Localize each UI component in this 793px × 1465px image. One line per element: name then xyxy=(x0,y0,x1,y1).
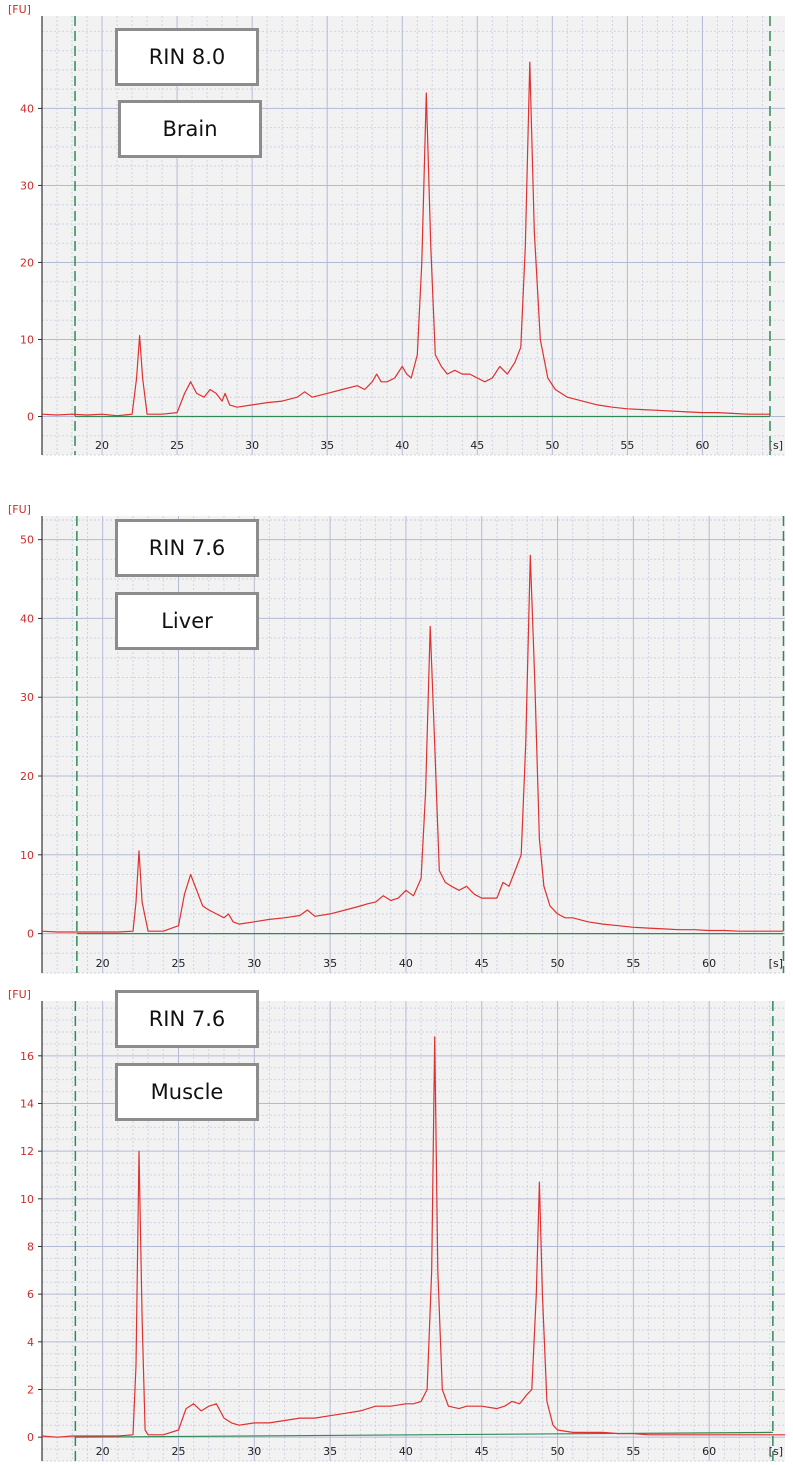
trace-line xyxy=(41,554,784,933)
x-tick-label: 25 xyxy=(170,439,184,452)
y-tick-label: 50 xyxy=(20,534,34,547)
tissue-label-box: Muscle xyxy=(115,1063,259,1121)
y-tick-label: 0 xyxy=(27,410,34,423)
x-tick-label: 60 xyxy=(702,957,716,970)
x-axis-label: [s] xyxy=(769,439,783,452)
y-tick-label: 14 xyxy=(20,1097,34,1110)
x-tick-label: 25 xyxy=(171,957,185,970)
x-tick-label: 50 xyxy=(545,439,559,452)
chart-panel-brain: 20 25 30 35 40 45 50 55 60 0 10 20 30 40 [FU] [s] RIN 8… xyxy=(0,0,793,456)
y-tick-label: 12 xyxy=(20,1145,34,1158)
x-tick-label: 30 xyxy=(245,439,259,452)
plot-area xyxy=(42,516,785,973)
y-tick-label: 4 xyxy=(27,1336,34,1349)
x-axis-label: [s] xyxy=(769,957,783,970)
x-tick-label: 40 xyxy=(399,957,413,970)
y-tick-label: 30 xyxy=(20,691,34,704)
x-tick-label: 30 xyxy=(247,957,261,970)
trace-line xyxy=(41,61,770,417)
x-tick-label: 35 xyxy=(323,957,337,970)
y-axis-label: [FU] xyxy=(8,3,31,16)
rin-label-box: RIN 8.0 xyxy=(115,28,259,86)
x-axis-label: [s] xyxy=(769,1445,783,1458)
x-tick-label: 40 xyxy=(399,1445,413,1458)
x-tick-label: 20 xyxy=(96,957,110,970)
rin-label-box: RIN 7.6 xyxy=(115,990,259,1048)
chart-panel-liver: 20 25 30 35 40 45 50 55 60 0 10 20 30 40 50 [FU] [s] RIN… xyxy=(0,500,793,975)
y-tick-label: 20 xyxy=(20,256,34,269)
x-tick-label: 50 xyxy=(551,1445,565,1458)
x-tick-label: 35 xyxy=(323,1445,337,1458)
x-tick-label: 55 xyxy=(620,439,634,452)
y-tick-label: 30 xyxy=(20,179,34,192)
trace-line xyxy=(41,1036,785,1438)
electropherogram-brain: 20 25 30 35 40 45 50 55 60 0 10 20 30 40 [FU] [s] xyxy=(8,3,785,456)
x-tick-label: 45 xyxy=(475,1445,489,1458)
y-axis-label: [FU] xyxy=(8,503,31,516)
x-tick-label: 25 xyxy=(171,1445,185,1458)
rin-label-box: RIN 7.6 xyxy=(115,519,259,577)
chart-panel-muscle: 20 25 30 35 40 45 50 55 60 0 2 4 6 8 10 12 14 16 [FU] [s] R… xyxy=(0,985,793,1463)
y-tick-label: 40 xyxy=(20,102,34,115)
x-tick-label: 40 xyxy=(395,439,409,452)
y-axis-label: [FU] xyxy=(8,988,31,1001)
x-tick-label: 55 xyxy=(626,1445,640,1458)
y-tick-label: 10 xyxy=(20,333,34,346)
y-tick-label: 40 xyxy=(20,612,34,625)
tissue-label-box: Liver xyxy=(115,592,259,650)
y-tick-label: 16 xyxy=(20,1050,34,1063)
y-tick-label: 2 xyxy=(27,1383,34,1396)
y-tick-label: 10 xyxy=(20,1193,34,1206)
x-tick-label: 60 xyxy=(702,1445,716,1458)
x-tick-label: 60 xyxy=(695,439,709,452)
y-tick-label: 20 xyxy=(20,770,34,783)
tissue-label-box: Brain xyxy=(118,100,262,158)
x-tick-label: 35 xyxy=(320,439,334,452)
x-tick-label: 45 xyxy=(470,439,484,452)
x-tick-label: 20 xyxy=(96,1445,110,1458)
y-tick-label: 10 xyxy=(20,849,34,862)
x-tick-label: 55 xyxy=(626,957,640,970)
y-tick-label: 8 xyxy=(27,1240,34,1253)
x-tick-label: 50 xyxy=(551,957,565,970)
y-tick-label: 0 xyxy=(27,1431,34,1444)
x-tick-label: 30 xyxy=(247,1445,261,1458)
x-tick-label: 20 xyxy=(95,439,109,452)
x-tick-label: 45 xyxy=(475,957,489,970)
baseline xyxy=(75,1431,773,1438)
y-tick-label: 0 xyxy=(27,928,34,941)
electropherogram-muscle: 20 25 30 35 40 45 50 55 60 0 2 4 6 8 10 12 14 16 [FU] [s] xyxy=(8,988,785,1462)
plot-area xyxy=(42,16,785,455)
y-tick-label: 6 xyxy=(27,1288,34,1301)
